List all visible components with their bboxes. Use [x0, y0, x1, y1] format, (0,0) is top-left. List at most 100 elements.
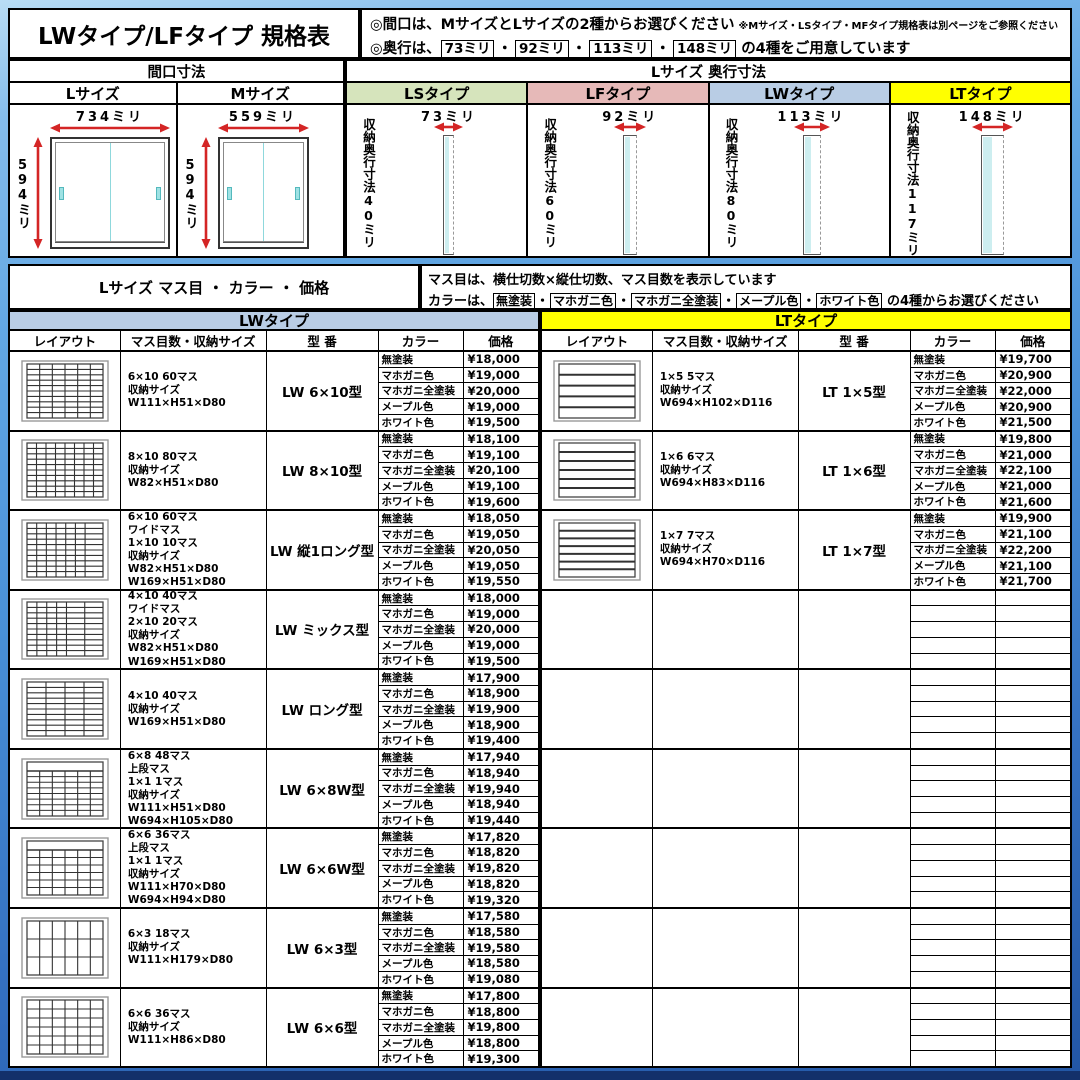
price-cell: ¥17,800: [467, 988, 520, 1003]
color-price-row: [910, 796, 1070, 813]
color-label-cell: マホガニ全塗装: [911, 463, 996, 478]
color-price-row: マホガニ全塗装 ¥20,050: [378, 542, 538, 559]
red-arrow-horizontal-icon: [50, 123, 170, 133]
layout-cell: [542, 431, 653, 510]
cabinet-frame: [55, 142, 165, 242]
spec-line: 1×1 1マス: [127, 775, 184, 788]
color-label-cell: 無塗装: [379, 988, 464, 1004]
price-cell: ¥19,550: [467, 574, 520, 589]
layout-cell: [10, 511, 121, 589]
storage-depth-label: 収納奥行寸法80ミリ: [723, 118, 739, 248]
color-label-cell: [911, 685, 996, 701]
color-price-row: [910, 908, 1070, 925]
spec-line: W694×H105×D80: [127, 814, 234, 827]
height-dimension-label: 594ミリ: [15, 157, 30, 229]
table-row: [542, 908, 1070, 989]
column-header-0: レイアウト: [10, 331, 121, 350]
color-label-cell: マホガニ全塗装: [911, 383, 996, 399]
color-label-cell: [911, 781, 996, 796]
price-cell: ¥21,700: [999, 574, 1052, 589]
color-label-cell: マホガニ色: [379, 606, 464, 622]
spec-cell: [653, 988, 799, 1067]
color-note: カラーは、 無塗装・マホガニ色・マホガニ全塗装・メープル色・ホワイト色 の4種から…: [428, 290, 1064, 309]
spec-line: W169×H51×D80: [127, 575, 226, 588]
color-label-cell: [911, 749, 996, 765]
model-cell: LW 6×6W型: [267, 829, 379, 907]
spec-line: W82×H51×D80: [127, 562, 219, 575]
price-cell: ¥18,000: [467, 352, 520, 367]
color-price-row: マホガニ全塗装 ¥20,000: [378, 622, 538, 638]
color-label-cell: マホガニ色: [379, 367, 464, 383]
color-price-cell: 無塗装 ¥19,700 マホガニ色 ¥20,900 マホガニ全塗装 ¥22,000 メープル…: [910, 352, 1070, 430]
depth-bar-stripe: [445, 137, 449, 253]
storage-depth-label: 収納奥行寸法117ミリ: [904, 110, 920, 256]
spec-line: 収納サイズ: [127, 1020, 181, 1033]
color-label-cell: [911, 892, 996, 907]
color-label-cell: ホワイト色: [379, 574, 464, 589]
price-cell: [996, 638, 1070, 653]
table-rows: 1×5 5マス 収納サイズ W694×H102×D116 LT 1×5型 無塗装 ¥19,…: [540, 352, 1072, 1068]
color-price-cell: 無塗装 ¥17,580 マホガニ色 ¥18,580 マホガニ全塗装 ¥19,580 メープル…: [378, 908, 538, 987]
color-price-cell: 無塗装 ¥17,940 マホガニ色 ¥18,940 マホガニ全塗装 ¥19,940 メープル…: [378, 749, 538, 828]
depth-type-label: LTタイプ: [890, 83, 1070, 105]
model-cell: LW 6×6型: [267, 988, 379, 1067]
spec-cell: 6×10 60マス 収納サイズ W111×H51×D80: [121, 352, 267, 430]
spec-line: W111×H179×D80: [127, 954, 234, 967]
color-label-cell: マホガニ色: [379, 765, 464, 781]
color-label-cell: [911, 860, 996, 876]
depth-bar-stripe: [804, 137, 812, 253]
price-cell: ¥18,940: [467, 797, 520, 812]
spec-line: 収納サイズ: [127, 941, 181, 954]
red-arrow-horizontal-icon: [614, 122, 647, 132]
model-cell: LW 縦1ロング型: [267, 511, 379, 589]
color-label-cell: メープル色: [911, 399, 996, 414]
spec-line: W694×H70×D116: [659, 556, 766, 569]
spec-line: 収納サイズ: [127, 868, 181, 881]
cabinet-drawing: [217, 137, 309, 249]
color-label-cell: マホガニ全塗装: [379, 383, 464, 399]
model-cell: [799, 908, 911, 987]
color-price-cell: [910, 590, 1070, 669]
price-cell: ¥17,820: [467, 829, 520, 844]
model-cell: LT 1×7型: [799, 511, 911, 589]
layout-grid-icon: [21, 917, 109, 979]
color-label-cell: ホワイト色: [379, 494, 464, 510]
price-cell: [996, 845, 1070, 860]
cabinet-handle-right: [156, 187, 161, 200]
color-price-row: 無塗装 ¥19,900: [910, 511, 1070, 527]
price-cell: ¥19,000: [467, 606, 520, 621]
page-title-text: LWタイプ/LFタイプ 規格表: [37, 23, 330, 50]
column-header-4: 価格: [1020, 334, 1046, 349]
color-price-row: [910, 940, 1070, 957]
price-cell: [996, 1020, 1070, 1035]
price-cell: [996, 940, 1070, 955]
spec-cell: [653, 829, 799, 907]
color-label-cell: 無塗装: [379, 590, 464, 606]
token-separator: ・: [655, 41, 670, 57]
spec-line: 収納サイズ: [659, 463, 713, 476]
price-cell: ¥19,600: [467, 494, 520, 509]
price-cell: ¥18,050: [467, 511, 520, 526]
color-price-row: [910, 956, 1070, 972]
spec-line: 収納サイズ: [127, 788, 181, 801]
spec-cell: [653, 749, 799, 828]
spec-line: 8×10 80マス: [127, 450, 198, 463]
layout-grid-icon: [21, 996, 109, 1058]
color-label-cell: メープル色: [379, 876, 464, 892]
color-label-cell: マホガニ全塗装: [911, 542, 996, 558]
color-price-row: マホガニ全塗装 ¥20,100: [378, 463, 538, 479]
cabinet-frame: [222, 142, 304, 242]
table-row: 6×3 18マス 収納サイズ W111×H179×D80 LW 6×3型 無塗装 ¥17,…: [10, 908, 538, 989]
note-depth-line: ◎奥行は、 73ミリ・ 92ミリ・ 113ミリ・ 148ミリ の4種をご用意しています: [370, 37, 1062, 58]
spec-line: 6×3 18マス: [127, 928, 191, 941]
color-label-cell: 無塗装: [911, 352, 996, 367]
price-cell: ¥18,900: [467, 717, 520, 732]
color-label-cell: マホガニ全塗装: [379, 860, 464, 876]
layout-cell: [10, 590, 121, 669]
color-price-row: マホガニ全塗装 ¥22,100: [910, 463, 1070, 479]
color-price-row: 無塗装 ¥18,050: [378, 511, 538, 527]
price-cell: ¥19,940: [467, 781, 520, 796]
price-cell: [996, 861, 1070, 876]
column-header-1: マス目数・収納サイズ: [121, 331, 267, 350]
red-arrow-vertical-icon: [201, 137, 210, 249]
